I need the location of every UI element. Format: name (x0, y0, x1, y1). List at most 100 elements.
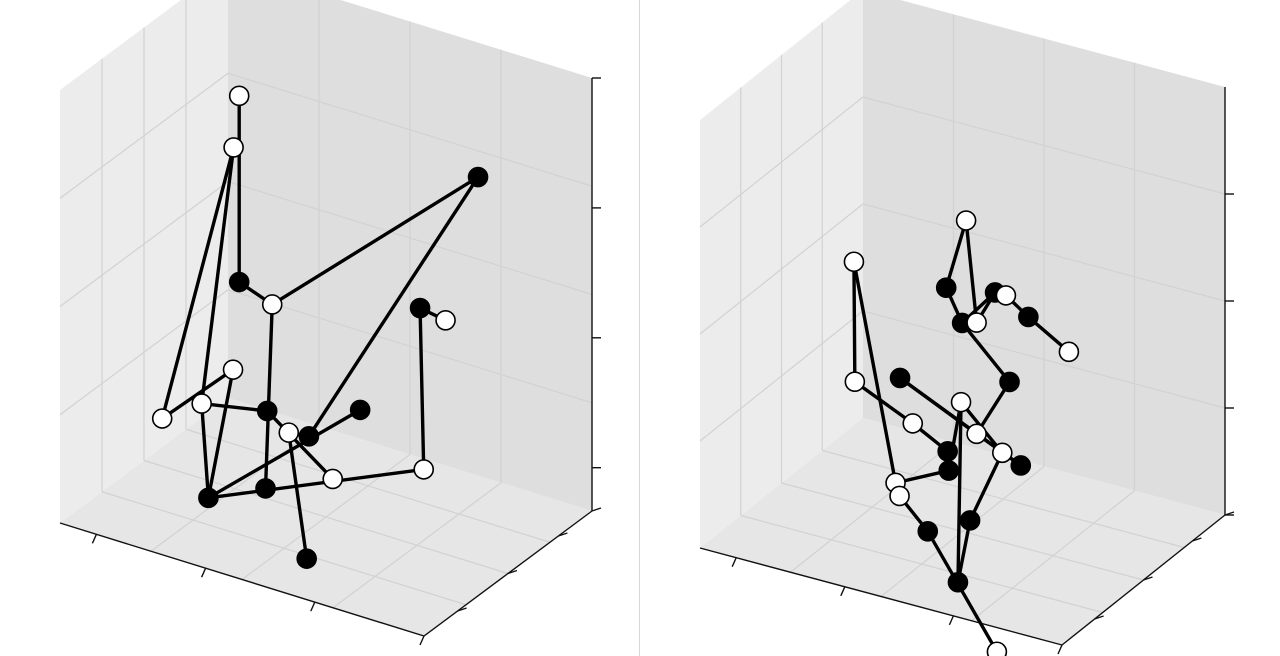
grid-floor-x (971, 490, 1135, 622)
hollow-node-point (966, 423, 987, 445)
hollow-node-point (278, 422, 300, 443)
filled-node-point (409, 297, 431, 319)
filled-node-point (255, 478, 276, 499)
filled-node-point (937, 440, 958, 462)
filled-node-point (938, 460, 960, 481)
hollow-node-point (413, 459, 435, 480)
filled-node-point (935, 277, 957, 299)
y-tick (1094, 615, 1104, 620)
graph-edge (418, 306, 426, 472)
grid-back-z (227, 72, 593, 187)
filled-node-point (999, 371, 1020, 393)
y-tick (558, 532, 568, 537)
hollow-node-point (991, 442, 1013, 464)
hollow-node-point (950, 391, 972, 413)
grid-back-z (862, 96, 1226, 195)
chart-panel-right (640, 0, 1280, 656)
grid-left-z (59, 72, 229, 199)
filled-node-point (198, 487, 219, 509)
graph-edge (263, 302, 274, 491)
hollow-node-point (995, 285, 1017, 306)
hollow-node-point (844, 371, 866, 393)
x-axis-line (59, 522, 425, 637)
graph-edge (944, 218, 968, 290)
graph-edge (199, 401, 211, 500)
hollow-node-point (223, 137, 244, 158)
edges (160, 94, 480, 561)
graph-edge (270, 175, 480, 307)
hollow-node-point (435, 309, 456, 331)
x-tick (310, 601, 316, 612)
x-tick (731, 557, 737, 567)
y-tick (1143, 576, 1153, 581)
grid-floor-y (781, 482, 1144, 581)
filled-node-point (1018, 306, 1039, 328)
graph-edge (853, 380, 915, 426)
axes (59, 77, 602, 646)
graph-edge (199, 401, 269, 413)
filled-node-point (1010, 455, 1032, 476)
filled-node-point (256, 400, 278, 422)
x-tick (840, 586, 846, 597)
hollow-node-point (889, 485, 910, 507)
y-tick (457, 607, 467, 612)
graph-edge (964, 218, 979, 325)
filled-node-point (349, 399, 371, 421)
graph-edge (199, 145, 236, 406)
hollow-node-point (191, 393, 212, 414)
grid-floor-x (332, 482, 502, 609)
hollow-node-point (1058, 341, 1080, 363)
grid-back-z (862, 203, 1226, 302)
x-axis-line (699, 547, 1063, 646)
chart-left (59, 0, 602, 646)
filled-node-point (959, 510, 981, 531)
hollow-node-point (228, 85, 250, 107)
graph-edge (160, 145, 236, 421)
y-tick (507, 569, 518, 575)
graph-edge (956, 518, 972, 584)
x-tick (1057, 644, 1063, 655)
graph-edge (206, 367, 235, 500)
hollow-node-point (843, 251, 865, 273)
graph-edge (160, 367, 235, 421)
x-tick (948, 615, 955, 626)
panel-divider (639, 0, 640, 656)
x-tick (91, 534, 98, 544)
filled-node-point (917, 521, 939, 542)
filled-node-point (296, 548, 317, 569)
hollow-node-point (151, 408, 173, 429)
y-tick (591, 507, 602, 512)
grid-floor-y (143, 459, 509, 575)
filled-node-point (947, 571, 969, 593)
grid (699, 14, 1226, 622)
x-tick (419, 635, 425, 646)
chart-panel-left (59, 0, 602, 646)
hollow-node-point (222, 359, 244, 380)
hollow-node-point (955, 210, 977, 231)
x-tick (200, 567, 207, 578)
graph-edge (287, 430, 309, 561)
filled-node-point (228, 271, 250, 293)
graph-edge (852, 260, 898, 485)
graph-edge (852, 260, 857, 384)
hollow-node-point (322, 468, 344, 490)
y-tick (1192, 537, 1202, 542)
graph-edge (206, 467, 426, 500)
grid-left-z (59, 181, 229, 307)
nodes (151, 85, 489, 569)
axes (699, 87, 1235, 655)
graph-edge (968, 451, 1004, 523)
hollow-node-point (902, 413, 924, 434)
nodes (843, 210, 1080, 656)
chart-right (699, 0, 1235, 656)
filled-node-point (467, 166, 489, 188)
grid-left-z (699, 96, 864, 228)
graph-edge (956, 400, 963, 584)
filled-node-point (889, 367, 911, 389)
filled-node-point (298, 426, 320, 447)
grid-floor-y (185, 428, 551, 543)
hollow-node-point (966, 312, 987, 333)
grid-floor-y (822, 449, 1185, 549)
hollow-node-point (261, 294, 283, 315)
graph-edge (206, 408, 362, 500)
